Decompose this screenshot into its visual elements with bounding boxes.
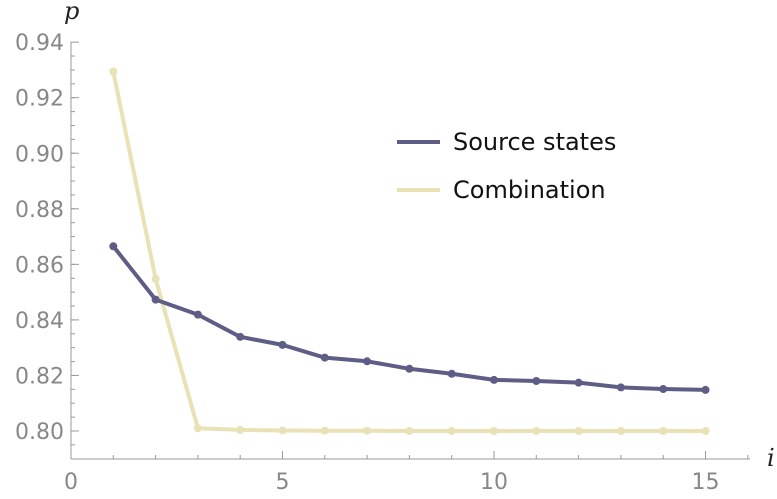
data-point-source-states xyxy=(151,295,160,304)
data-point-source-states xyxy=(363,357,372,366)
data-point-combination xyxy=(532,427,541,435)
axes: 0 5 10 15 0.80 0.82 0.84 0.86 0.88 0.90 0.92 0.94 xyxy=(15,31,750,495)
data-point-source-states xyxy=(574,378,583,387)
data-point-source-states xyxy=(532,377,541,386)
data-point-combination xyxy=(320,426,329,435)
legend-label-combination: Combination xyxy=(453,176,606,204)
data-point-source-states xyxy=(490,375,498,384)
y-tick-label: 0.94 xyxy=(15,31,64,56)
data-point-combination xyxy=(616,427,625,435)
x-tick-label: 10 xyxy=(480,470,508,495)
series-line-combination xyxy=(111,69,708,433)
data-point-combination xyxy=(363,426,372,435)
data-point-source-states xyxy=(193,310,202,319)
y-axis-label: p xyxy=(64,0,79,25)
legend-label-source-states: Source states xyxy=(453,128,616,156)
data-point-source-states xyxy=(616,383,625,392)
y-tick-label: 0.90 xyxy=(15,142,64,167)
x-tick-label: 5 xyxy=(276,470,290,495)
data-point-source-states xyxy=(659,385,668,394)
y-tick-label: 0.92 xyxy=(15,87,64,112)
data-point-combination xyxy=(405,427,414,435)
data-point-combination xyxy=(701,427,710,435)
x-tick-label: 15 xyxy=(692,470,720,495)
x-axis-label: i xyxy=(767,444,775,472)
data-point-combination xyxy=(109,67,118,76)
y-tick-label: 0.84 xyxy=(15,309,64,334)
data-point-combination xyxy=(490,427,498,435)
legend: Source states Combination xyxy=(397,128,616,204)
data-point-source-states xyxy=(447,369,456,378)
data-point-source-states xyxy=(278,340,287,349)
x-tick-label: 0 xyxy=(64,470,78,495)
y-tick-label: 0.88 xyxy=(15,198,64,223)
data-point-combination xyxy=(447,427,456,435)
data-point-source-states xyxy=(405,364,414,373)
y-tick-label: 0.86 xyxy=(15,253,64,278)
data-point-combination xyxy=(193,424,202,433)
data-point-combination xyxy=(659,427,668,435)
data-point-combination xyxy=(151,274,160,283)
data-point-source-states xyxy=(701,385,710,394)
data-point-combination xyxy=(278,426,287,435)
y-tick-label: 0.82 xyxy=(15,364,64,389)
y-tick-label: 0.80 xyxy=(15,420,64,445)
data-point-combination xyxy=(236,425,245,434)
data-point-combination xyxy=(574,427,583,435)
data-point-source-states xyxy=(236,332,245,341)
series-group xyxy=(109,67,710,435)
data-point-source-states xyxy=(109,242,118,251)
data-point-source-states xyxy=(320,353,329,362)
